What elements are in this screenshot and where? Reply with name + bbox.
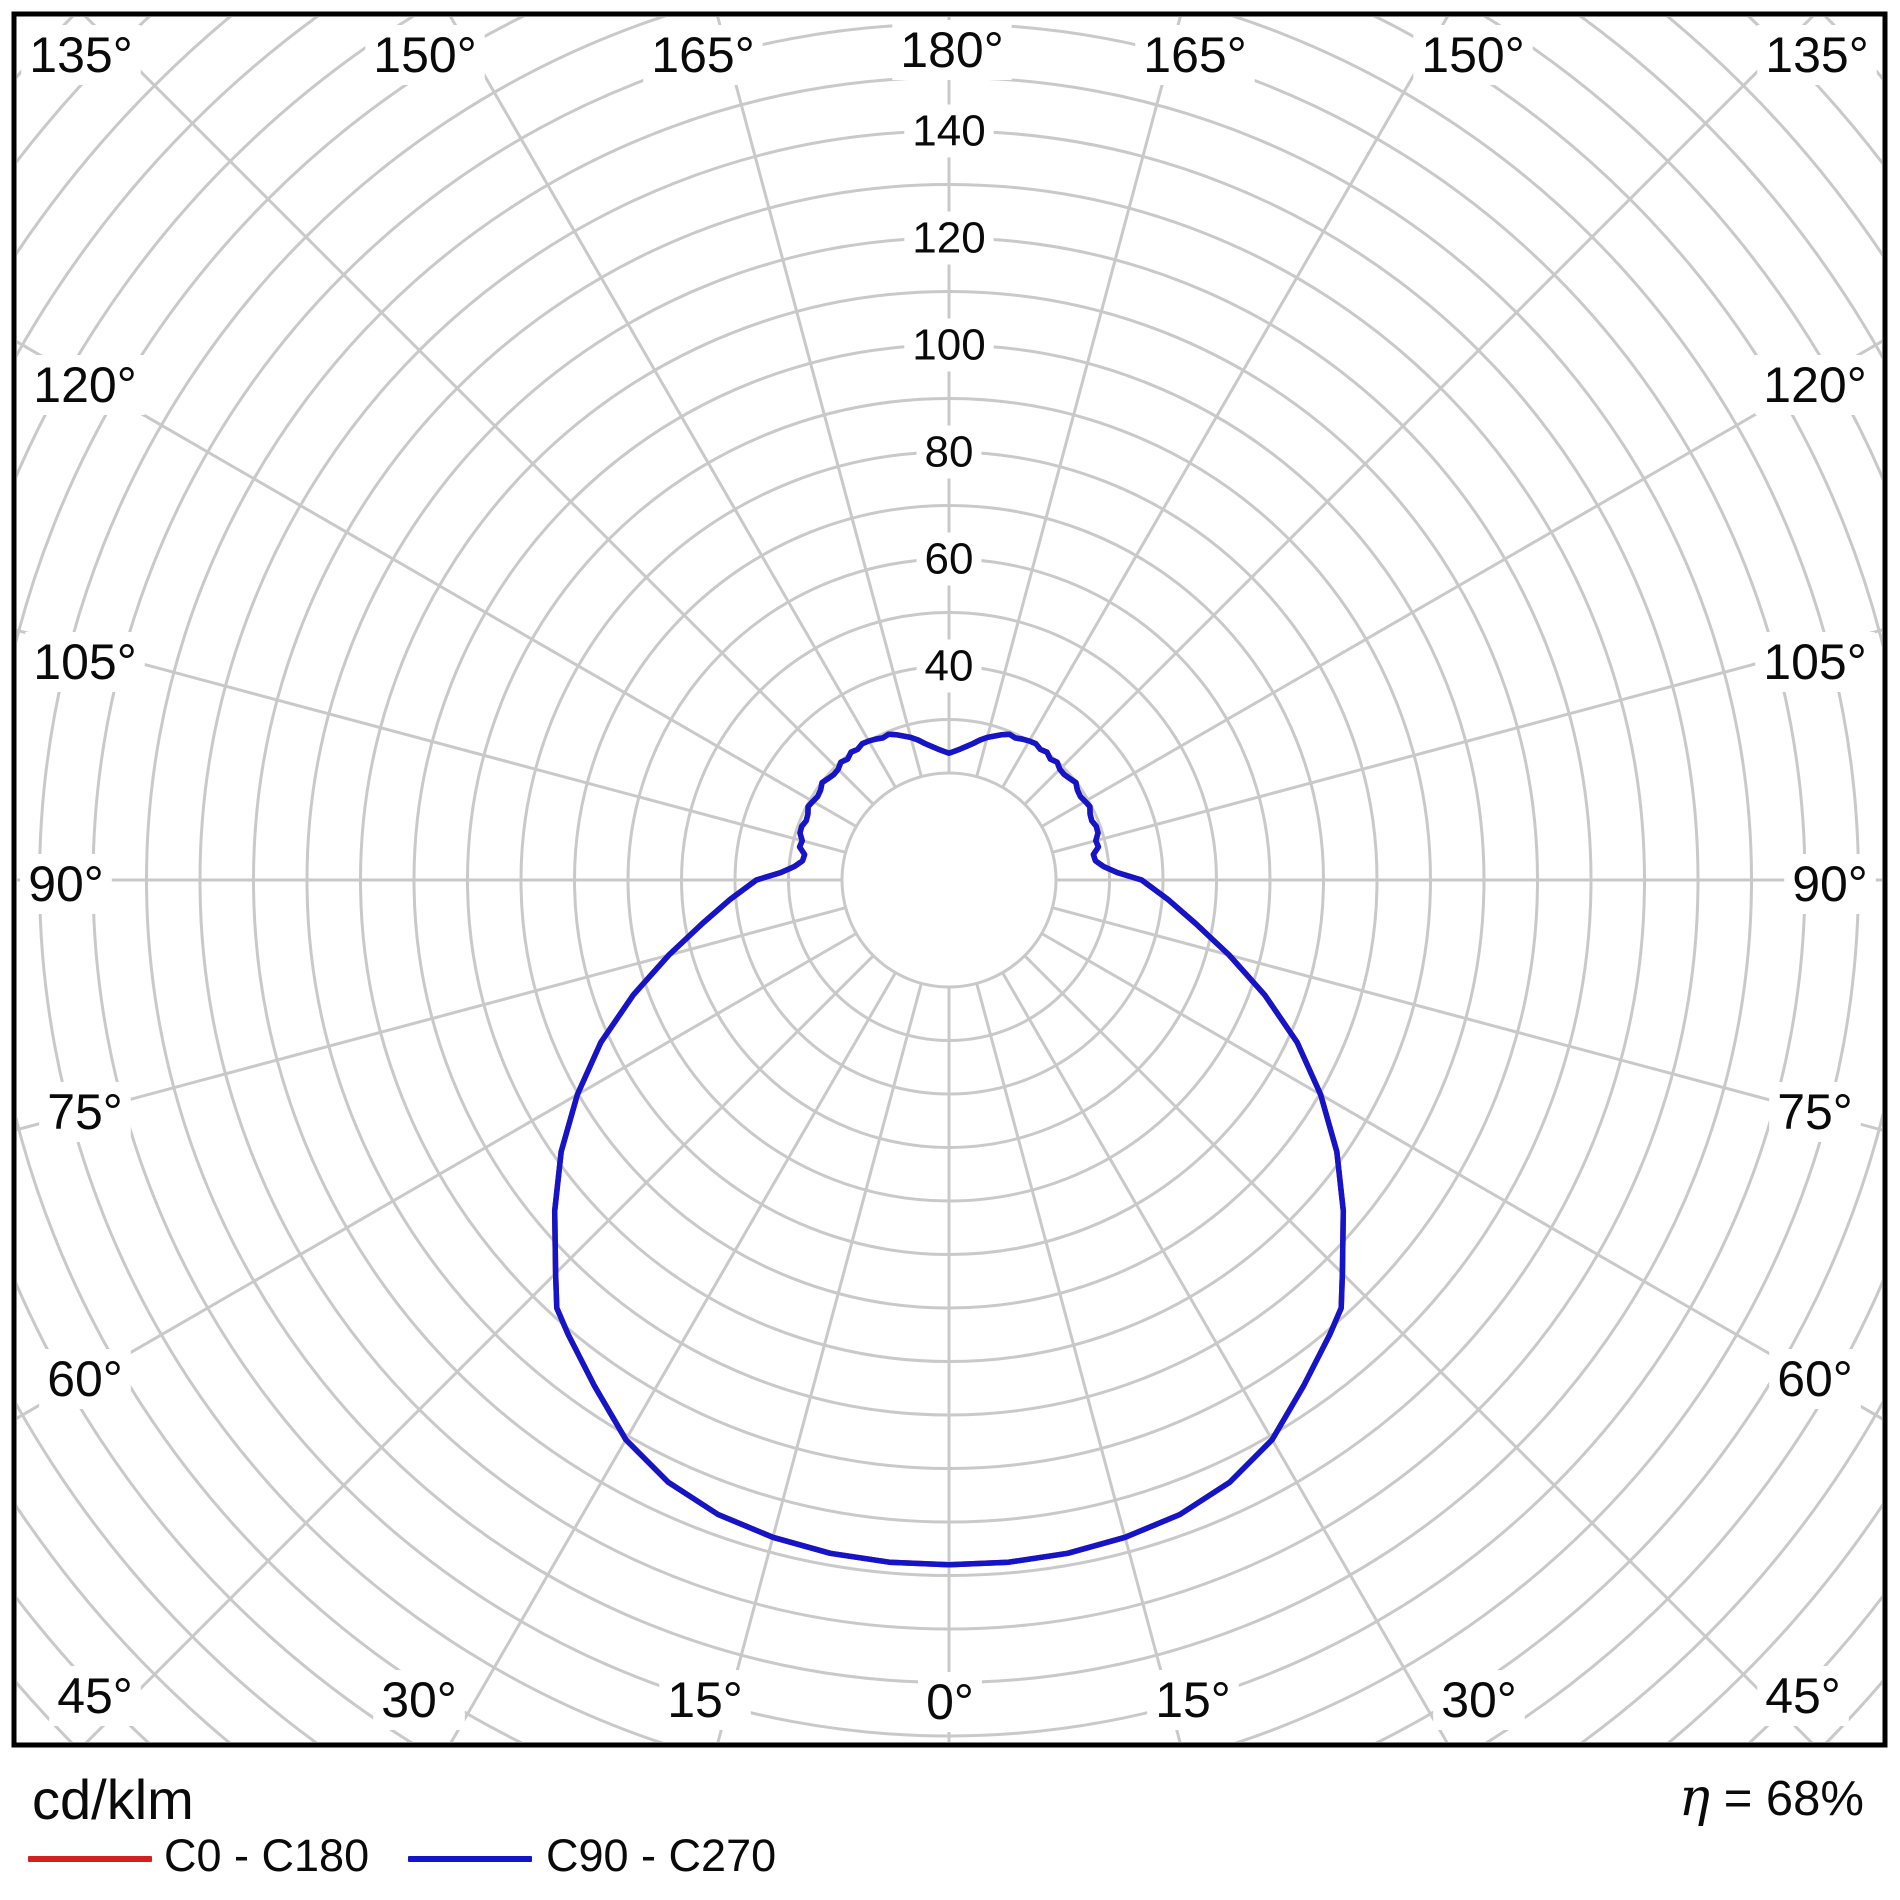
grid-ray <box>1023 954 1814 1742</box>
angle-label: 15° <box>1155 1672 1231 1728</box>
label-mask <box>904 104 994 158</box>
grid-ray <box>1040 339 1882 828</box>
label-mask <box>643 25 763 85</box>
grid-ray <box>83 17 875 806</box>
label-mask <box>49 1666 141 1726</box>
grid-ray <box>17 906 847 1132</box>
intensity-curves <box>551 731 1347 1568</box>
label-mask <box>25 632 145 692</box>
angle-label: 60° <box>47 1351 123 1407</box>
label-mask <box>1755 355 1875 415</box>
label-mask <box>1769 1082 1861 1142</box>
eta-symbol: η <box>1678 1768 1711 1828</box>
label-mask <box>21 25 141 85</box>
polar-diagram: 135° 150° 165° 180° 165° 150° 135° 120° 120° 105°… <box>11 11 1888 1748</box>
label-mask <box>1757 1666 1849 1726</box>
label-mask <box>892 20 1012 80</box>
label-mask <box>904 318 994 372</box>
grid-ray <box>1051 628 1882 854</box>
grid-ray <box>975 17 1182 778</box>
light-output-ratio: η = 68% <box>1679 1770 1864 1827</box>
units-label: cd/klm <box>32 1768 194 1831</box>
label-mask <box>373 1670 465 1730</box>
c90-c270-curve <box>551 731 1347 1568</box>
angle-label: 165° <box>1143 27 1246 83</box>
angle-label: 150° <box>373 27 476 83</box>
angle-label: 45° <box>1765 1668 1841 1724</box>
angle-label: 45° <box>57 1668 133 1724</box>
grid-ray <box>449 971 897 1742</box>
angle-label: 90° <box>1792 856 1868 912</box>
label-mask <box>39 1349 131 1409</box>
label-mask <box>659 1670 751 1730</box>
radial-tick-label: 40 <box>925 642 974 691</box>
angle-label: 30° <box>381 1672 457 1728</box>
angle-label: 150° <box>1421 27 1524 83</box>
label-mask <box>916 532 982 586</box>
legend-label-c0: C0 - C180 <box>164 1830 370 1881</box>
grid-ray <box>449 17 897 789</box>
label-mask <box>1147 1670 1239 1730</box>
grid-ray <box>17 628 847 854</box>
angle-label: 105° <box>1763 634 1866 690</box>
angle-label: 75° <box>1777 1084 1853 1140</box>
label-mask <box>1135 25 1255 85</box>
radial-tick-label: 100 <box>912 321 985 370</box>
grid-ray <box>1001 971 1449 1742</box>
grid-ray <box>1023 17 1815 806</box>
label-mask <box>1413 25 1533 85</box>
label-mask <box>20 854 112 914</box>
grid-ray <box>716 982 923 1742</box>
angle-label: 30° <box>1441 1672 1517 1728</box>
angle-label: 105° <box>33 634 136 690</box>
radial-tick-label: 120 <box>912 214 985 263</box>
chart-frame <box>11 11 1888 1748</box>
angle-label: 120° <box>1763 357 1866 413</box>
label-mask <box>1769 1349 1861 1409</box>
grid-circle <box>840 771 1058 989</box>
grid-ray <box>1040 932 1882 1421</box>
c0-line-swatch <box>28 1856 152 1862</box>
grid-ray <box>1051 906 1882 1132</box>
grid-labels: 135° 150° 165° 180° 165° 150° 135° 120° 120° 105°… <box>28 22 1869 1730</box>
legend-label-c90: C90 - C270 <box>546 1830 777 1881</box>
label-mask <box>25 355 145 415</box>
polar-grid <box>17 17 1882 1742</box>
angle-label: 120° <box>33 357 136 413</box>
label-mask <box>1755 632 1875 692</box>
grid-ray <box>1001 17 1449 789</box>
label-mask <box>916 639 982 693</box>
label-mask <box>365 25 485 85</box>
label-mask <box>904 211 994 265</box>
label-backgrounds <box>20 20 1877 1732</box>
grid-ray <box>17 340 858 828</box>
grid-ray <box>716 17 923 778</box>
angle-label: 0° <box>926 1674 974 1730</box>
radial-tick-label: 80 <box>925 428 974 477</box>
label-mask <box>1757 25 1877 85</box>
label-mask <box>1433 1670 1525 1730</box>
radial-tick-label: 60 <box>925 535 974 584</box>
grid-ray <box>84 954 875 1742</box>
label-mask <box>39 1082 131 1142</box>
label-mask <box>918 1672 982 1732</box>
angle-label: 75° <box>47 1084 123 1140</box>
label-mask <box>1784 854 1876 914</box>
angle-label: 135° <box>1765 27 1868 83</box>
angle-label: 165° <box>651 27 754 83</box>
angle-label: 60° <box>1777 1351 1853 1407</box>
angle-label: 180° <box>900 22 1003 78</box>
radial-tick-label: 140 <box>912 107 985 156</box>
angle-label: 135° <box>29 27 132 83</box>
angle-label: 90° <box>28 856 104 912</box>
angle-label: 15° <box>667 1672 743 1728</box>
eta-value: = 68% <box>1710 1772 1864 1826</box>
grid-ray <box>17 932 858 1420</box>
c90-line-swatch <box>408 1856 532 1862</box>
grid-ray <box>975 982 1182 1742</box>
label-mask <box>916 425 982 479</box>
